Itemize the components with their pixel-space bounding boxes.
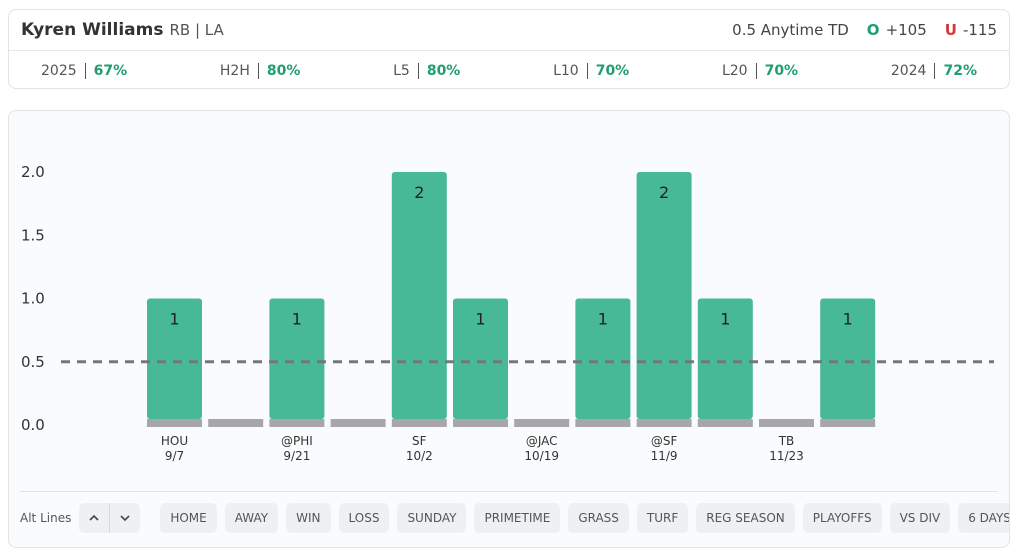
filter-button[interactable]: 6 DAYS REST bbox=[958, 503, 1009, 533]
stat: L5 80% bbox=[393, 63, 460, 79]
y-tick-label: 0.5 bbox=[21, 353, 45, 371]
x-tick-date: 9/7 bbox=[165, 449, 184, 463]
data-label: 1 bbox=[598, 310, 608, 329]
filter-button[interactable]: SUNDAY bbox=[397, 503, 467, 533]
bar bbox=[147, 298, 202, 419]
over-label: O bbox=[866, 21, 880, 39]
stat-value: 80% bbox=[426, 63, 461, 79]
y-tick-label: 1.0 bbox=[21, 290, 45, 308]
chart-card: 0.0 0.5 1.0 1.5 2.0 1 HOU 9/7 1 @PHI 9/21 2 SF 10/2 1 @… bbox=[8, 110, 1010, 548]
data-label: 1 bbox=[720, 310, 730, 329]
filter-button[interactable]: VS DIV bbox=[889, 503, 951, 533]
filter-button[interactable]: WIN bbox=[286, 503, 331, 533]
bar-base bbox=[575, 419, 631, 427]
stats-row: 2025 67% H2H 80% L5 80% L10 70% L20 70% 2024 72% bbox=[9, 51, 1009, 91]
separator bbox=[20, 491, 998, 492]
prop: 0.5 Anytime TD bbox=[732, 21, 849, 39]
stat: 2024 72% bbox=[890, 63, 977, 79]
bar-base bbox=[759, 419, 814, 427]
bar bbox=[697, 298, 753, 419]
x-tick-label: TB bbox=[778, 434, 795, 448]
bar bbox=[269, 298, 325, 419]
bar bbox=[820, 298, 876, 419]
x-tick-label: @JAC bbox=[526, 434, 558, 448]
bar bbox=[575, 298, 631, 419]
bar-base bbox=[208, 419, 264, 427]
bar-base bbox=[514, 419, 570, 427]
data-label: 1 bbox=[169, 310, 179, 329]
x-tick-date: 11/9 bbox=[651, 449, 678, 463]
player-name: Kyren Williams bbox=[21, 20, 164, 40]
x-tick-date: 10/19 bbox=[524, 449, 559, 463]
stat-value: 67% bbox=[93, 63, 128, 79]
bar bbox=[391, 172, 447, 419]
bar-base bbox=[330, 419, 386, 427]
filter-button[interactable]: GRASS bbox=[568, 503, 629, 533]
stat-value: 80% bbox=[266, 63, 301, 79]
stat-label: 2024 bbox=[890, 63, 936, 79]
prop-info: 0.5 Anytime TD O +105 U -115 bbox=[732, 21, 997, 39]
player-position: RB | LA bbox=[169, 21, 224, 39]
bar-base bbox=[820, 419, 876, 427]
filter-button[interactable]: AWAY bbox=[224, 503, 279, 533]
filter-button[interactable]: HOME bbox=[160, 503, 217, 533]
down-button[interactable] bbox=[110, 503, 140, 533]
bar bbox=[636, 172, 692, 419]
y-tick-label: 2.0 bbox=[21, 163, 45, 181]
header-card: Kyren Williams RB | LA 0.5 Anytime TD O … bbox=[8, 9, 1010, 89]
data-label: 1 bbox=[292, 310, 302, 329]
bar bbox=[453, 298, 508, 419]
x-tick-date: 9/21 bbox=[283, 449, 310, 463]
filter-button[interactable]: PLAYOFFS bbox=[802, 503, 882, 533]
stat: H2H 80% bbox=[219, 63, 301, 79]
over-odds: +105 bbox=[885, 21, 927, 39]
bar-base bbox=[453, 419, 508, 427]
x-tick-label: HOU bbox=[161, 434, 188, 448]
data-label: 2 bbox=[414, 183, 424, 202]
filter-button[interactable]: LOSS bbox=[338, 503, 390, 533]
filter-button[interactable]: TURF bbox=[636, 503, 689, 533]
stat-label: 2025 bbox=[41, 63, 86, 79]
x-tick-label: @PHI bbox=[281, 434, 313, 448]
bar-base bbox=[697, 419, 753, 427]
stat: L10 70% bbox=[553, 63, 629, 79]
bar-base bbox=[636, 419, 692, 427]
x-tick-label: SF bbox=[412, 434, 427, 448]
under-odds: -115 bbox=[962, 21, 997, 39]
x-tick-label: @SF bbox=[651, 434, 678, 448]
filter-button[interactable]: PRIMETIME bbox=[474, 503, 561, 533]
stat-label: H2H bbox=[219, 63, 259, 79]
y-tick-label: 0.0 bbox=[21, 416, 45, 434]
filter-button[interactable]: REG SEASON bbox=[696, 503, 795, 533]
bar-base bbox=[269, 419, 325, 427]
under-label: U bbox=[944, 21, 957, 39]
up-button[interactable] bbox=[79, 503, 111, 533]
stat: L20 70% bbox=[721, 63, 799, 79]
x-tick-date: 10/2 bbox=[406, 449, 433, 463]
alt-lines-label: Alt Lines bbox=[20, 511, 72, 525]
stat-label: L5 bbox=[393, 63, 419, 79]
x-tick-date: 11/23 bbox=[769, 449, 804, 463]
alt-lines-stepper bbox=[79, 503, 141, 533]
stat: 2025 67% bbox=[41, 63, 127, 79]
title-row: Kyren Williams RB | LA 0.5 Anytime TD O … bbox=[9, 10, 1009, 51]
data-label: 2 bbox=[659, 183, 669, 202]
data-label: 1 bbox=[843, 310, 853, 329]
bar-base bbox=[147, 419, 202, 427]
stat-label: L20 bbox=[721, 63, 757, 79]
data-label: 1 bbox=[475, 310, 485, 329]
stat-value: 70% bbox=[595, 63, 630, 79]
bar-base bbox=[391, 419, 447, 427]
y-tick-label: 1.5 bbox=[21, 226, 45, 244]
stat-label: L10 bbox=[553, 63, 588, 79]
filter-bar: Alt Lines HOME AWAY WIN LOSS SUNDAY PRIMETIME… bbox=[9, 503, 1009, 533]
stat-value: 70% bbox=[764, 63, 799, 79]
stat-value: 72% bbox=[943, 63, 977, 79]
